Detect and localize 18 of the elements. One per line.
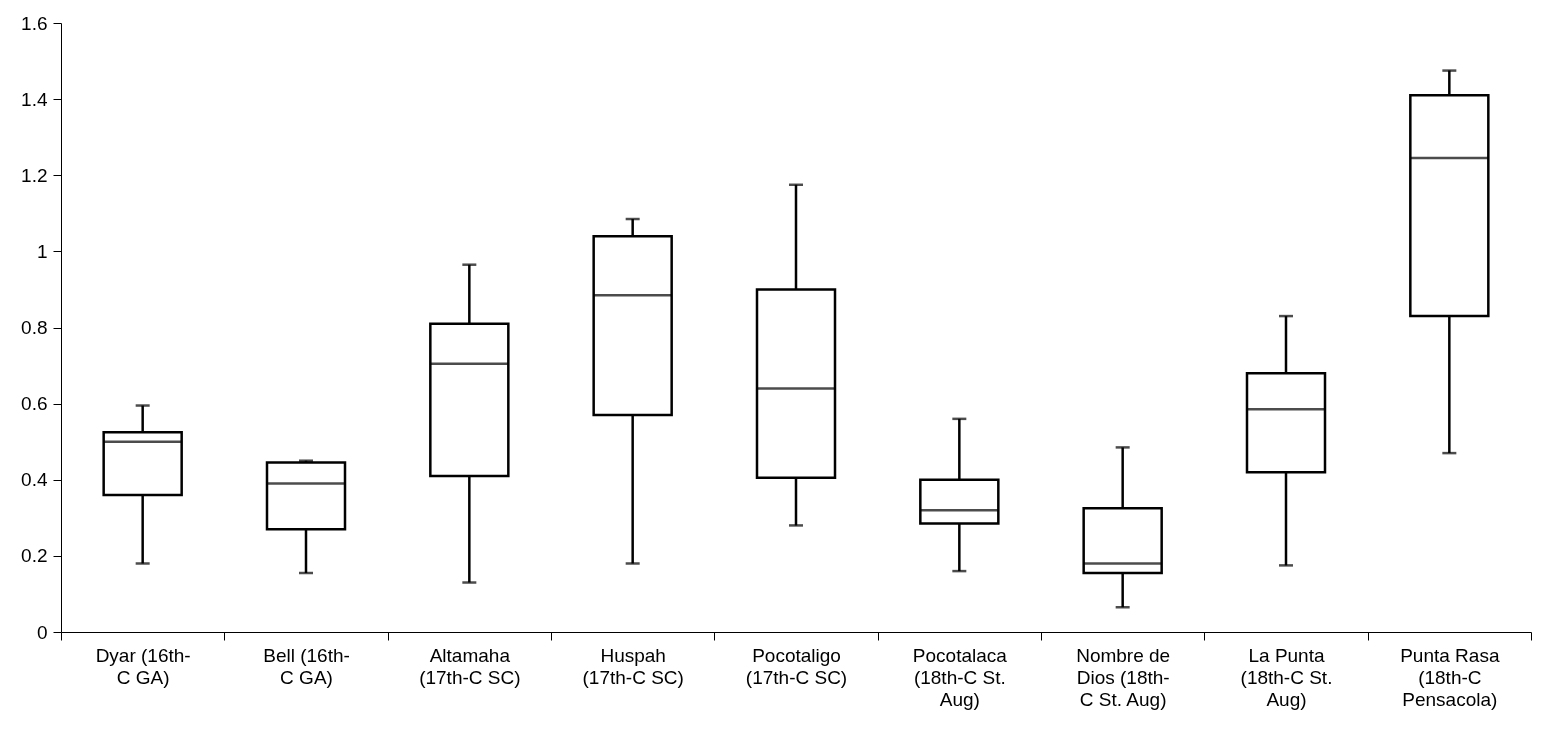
x-tick-label: Altamaha (17th-C SC) xyxy=(419,644,521,688)
y-tick-label: 0.2 xyxy=(21,545,48,567)
x-tick-label: Nombre de Dios (18th-C St. Aug) xyxy=(1076,644,1171,710)
y-tick-label: 1.6 xyxy=(21,12,48,34)
y-tick-label: 0 xyxy=(36,621,48,643)
y-tick-label: 1.2 xyxy=(21,164,48,186)
y-tick-label: 0.6 xyxy=(21,393,48,415)
y-tick-label: 0.8 xyxy=(21,317,48,338)
y-tick-label: 1.4 xyxy=(21,88,48,110)
x-tick-label: Huspah (17th-C SC) xyxy=(582,644,684,688)
x-tick-label: Pocotaligo (17th-C SC) xyxy=(745,644,848,688)
x-tick-label: Pocotalaca (18th-C St. Aug) xyxy=(912,644,1008,710)
x-tick-label: Dyar (16th-C GA) xyxy=(95,644,191,688)
y-tick-label: 1 xyxy=(36,240,48,262)
x-tick-label: La Punta (18th-C St. Aug) xyxy=(1240,644,1333,710)
x-tick-label: Punta Rasa (18th-C Pensacola) xyxy=(1400,644,1500,710)
y-tick-label: 0.4 xyxy=(21,469,48,491)
x-tick-label: Bell (16th-C GA) xyxy=(263,644,350,688)
